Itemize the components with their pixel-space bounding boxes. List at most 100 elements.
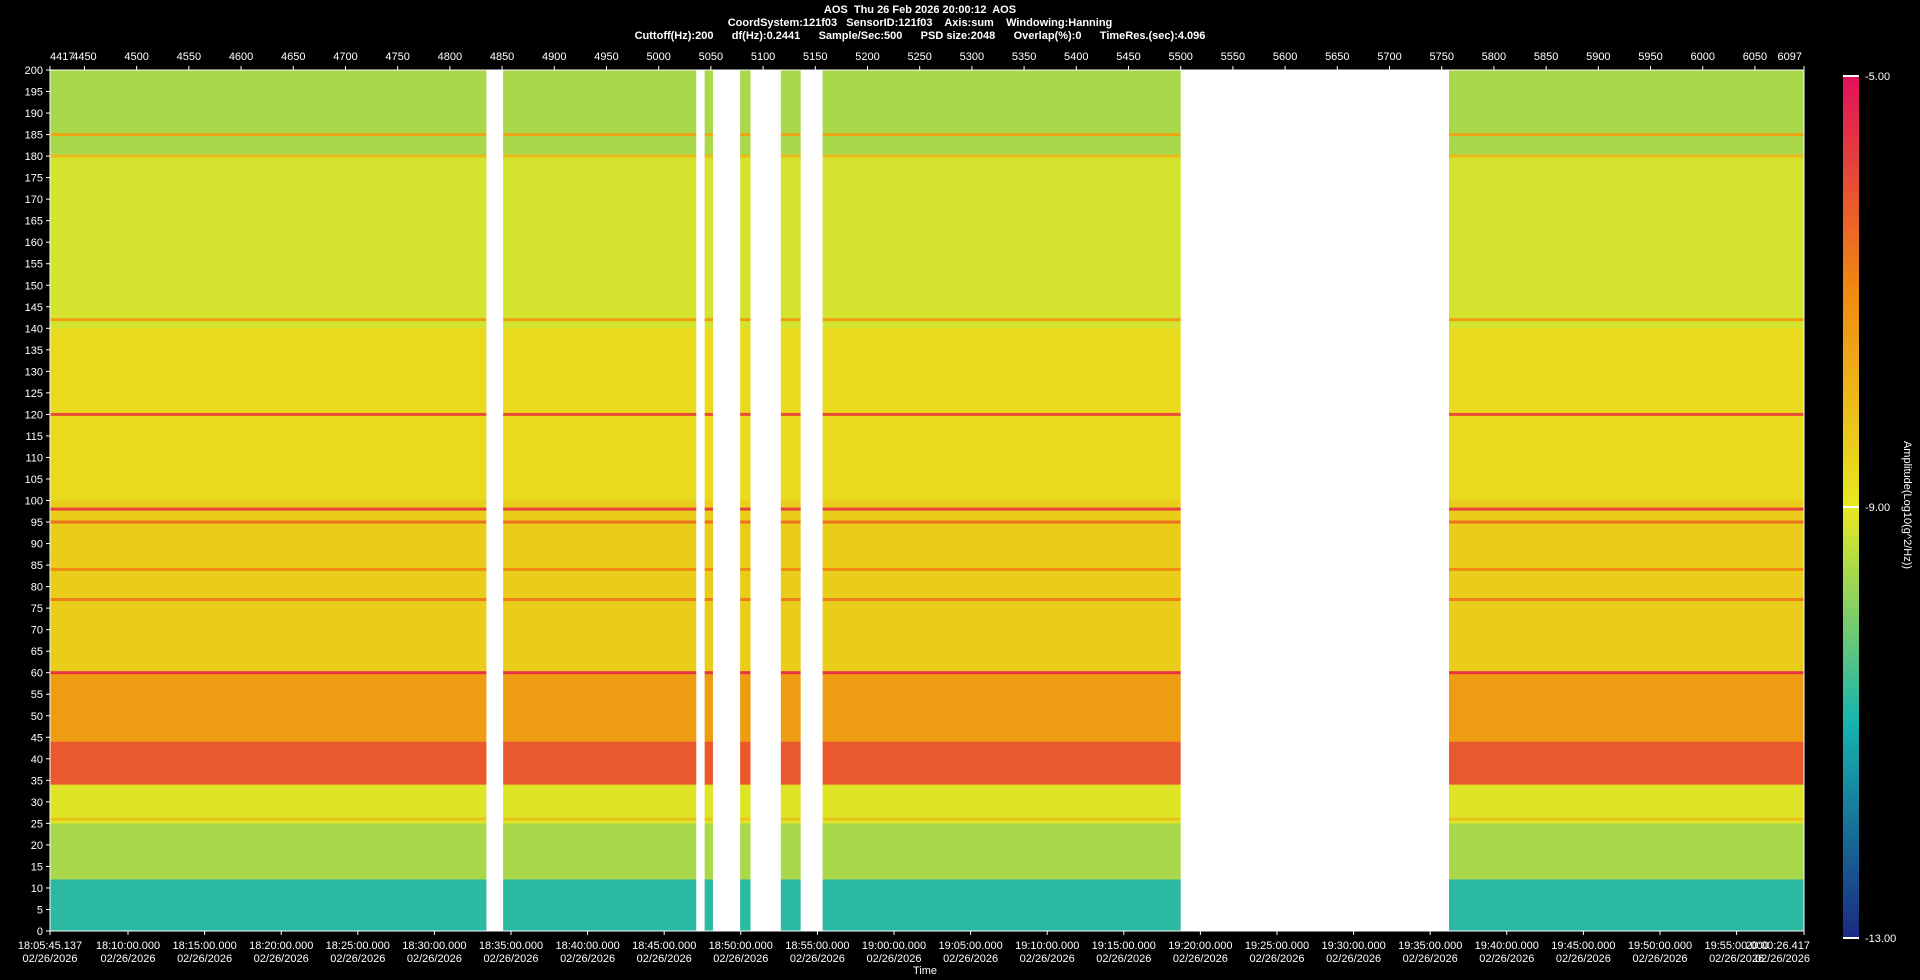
colorbar-tick-label: -5.00	[1865, 71, 1890, 83]
y-tick-label: 70	[31, 625, 43, 637]
y-tick-label: 90	[31, 539, 43, 551]
data-gaps	[486, 70, 1450, 931]
time-tick-label: 18:05:45.137	[18, 940, 82, 952]
date-tick-label: 02/26/2026	[943, 953, 998, 965]
top-tick-label: 6097	[1778, 51, 1802, 63]
top-tick-label: 6050	[1743, 51, 1767, 63]
top-tick-label: 4750	[385, 51, 409, 63]
tonal-line	[50, 154, 1804, 158]
y-tick-label: 120	[25, 409, 43, 421]
time-tick-label: 18:25:00.000	[326, 940, 390, 952]
time-tick-label: 19:40:00.000	[1475, 940, 1539, 952]
time-tick-label: 19:10:00.000	[1015, 940, 1079, 952]
date-tick-label: 02/26/2026	[330, 953, 385, 965]
date-tick-label: 02/26/2026	[1020, 953, 1075, 965]
y-tick-label: 105	[25, 474, 43, 486]
y-tick-label: 20	[31, 840, 43, 852]
time-tick-label: 18:40:00.000	[555, 940, 619, 952]
date-tick-label: 02/26/2026	[790, 953, 845, 965]
top-tick-label: 5050	[699, 51, 723, 63]
y-tick-label: 0	[37, 926, 43, 938]
time-tick-label: 18:10:00.000	[96, 940, 160, 952]
y-tick-label: 135	[25, 345, 43, 357]
top-tick-label: 4700	[333, 51, 357, 63]
top-tick-label: 4900	[542, 51, 566, 63]
top-tick-label: 5600	[1273, 51, 1297, 63]
top-tick-label: 4800	[438, 51, 462, 63]
time-tick-label: 19:15:00.000	[1092, 940, 1156, 952]
time-tick-label: 19:35:00.000	[1398, 940, 1462, 952]
time-tick-label: 18:15:00.000	[172, 940, 236, 952]
top-tick-label: 4450	[72, 51, 96, 63]
top-tick-label: 4650	[281, 51, 305, 63]
y-tick-label: 45	[31, 732, 43, 744]
top-tick-label: 5350	[1012, 51, 1036, 63]
time-tick-label: 18:35:00.000	[479, 940, 543, 952]
tonal-line	[50, 598, 1804, 602]
frequency-band	[50, 879, 1804, 931]
tonal-lines	[50, 133, 1804, 821]
top-tick-label: 5900	[1586, 51, 1610, 63]
time-tick-label: 19:00:00.000	[862, 940, 926, 952]
date-tick-label: 02/26/2026	[1755, 953, 1810, 965]
date-tick-label: 02/26/2026	[1326, 953, 1381, 965]
top-tick-label: 5250	[907, 51, 931, 63]
y-tick-label: 5	[37, 904, 43, 916]
top-tick-label: 4850	[490, 51, 514, 63]
top-tick-label: 6000	[1690, 51, 1714, 63]
top-tick-label: 5200	[855, 51, 879, 63]
top-tick-label: 4417	[50, 51, 74, 63]
date-tick-label: 02/26/2026	[1709, 953, 1764, 965]
date-tick-label: 02/26/2026	[1632, 953, 1687, 965]
frequency-band	[50, 741, 1804, 785]
top-tick-label: 4550	[177, 51, 201, 63]
time-axis: 18:05:45.13702/26/202618:10:00.00002/26/…	[18, 931, 1810, 965]
date-tick-label: 02/26/2026	[637, 953, 692, 965]
date-tick-label: 02/26/2026	[1556, 953, 1611, 965]
date-tick-label: 02/26/2026	[407, 953, 462, 965]
y-tick-label: 40	[31, 754, 43, 766]
time-tick-label: 19:30:00.000	[1321, 940, 1385, 952]
y-tick-label: 125	[25, 388, 43, 400]
y-axis: 2001951901851801751701651601551501451401…	[25, 65, 50, 938]
y-tick-label: 160	[25, 237, 43, 249]
tonal-line	[50, 318, 1804, 322]
data-gap	[696, 70, 705, 931]
tonal-line	[50, 671, 1804, 675]
colorbar-ticks: -5.00 -9.00 -13.00	[1843, 71, 1896, 945]
y-tick-label: 155	[25, 259, 43, 271]
date-tick-label: 02/26/2026	[22, 953, 77, 965]
y-tick-label: 130	[25, 366, 43, 378]
y-tick-label: 50	[31, 711, 43, 723]
y-tick-label: 170	[25, 194, 43, 206]
top-tick-label: 5950	[1638, 51, 1662, 63]
header-sensor-info: CoordSystem:121f03 SensorID:121f03 Axis:…	[727, 17, 1113, 29]
y-tick-label: 110	[25, 452, 43, 464]
date-tick-label: 02/26/2026	[254, 953, 309, 965]
date-tick-label: 02/26/2026	[560, 953, 615, 965]
top-tick-label: 4500	[124, 51, 148, 63]
top-tick-label: 5750	[1429, 51, 1453, 63]
tonal-line	[50, 507, 1804, 511]
date-tick-label: 02/26/2026	[1479, 953, 1534, 965]
date-tick-label: 02/26/2026	[1249, 953, 1304, 965]
date-tick-label: 02/26/2026	[866, 953, 921, 965]
y-tick-label: 80	[31, 582, 43, 594]
tonal-line	[50, 520, 1804, 524]
colorbar-label: Amplitude(Log10(g^2/Hz))	[1901, 441, 1913, 569]
top-tick-label: 5650	[1325, 51, 1349, 63]
top-tick-label: 4600	[229, 51, 253, 63]
y-tick-label: 150	[25, 280, 43, 292]
time-tick-label: 19:55:00.000	[1704, 940, 1768, 952]
frequency-band	[50, 70, 1804, 157]
date-tick-label: 02/26/2026	[713, 953, 768, 965]
y-tick-label: 85	[31, 560, 43, 572]
date-tick-label: 02/26/2026	[1403, 953, 1458, 965]
data-gap	[486, 70, 504, 931]
y-tick-label: 180	[25, 151, 43, 163]
time-tick-label: 19:05:00.000	[938, 940, 1002, 952]
top-tick-label: 5300	[960, 51, 984, 63]
y-tick-label: 175	[25, 173, 43, 185]
